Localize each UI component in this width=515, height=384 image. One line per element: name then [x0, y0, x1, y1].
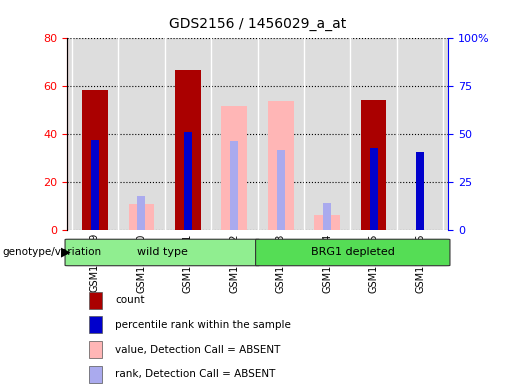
Text: percentile rank within the sample: percentile rank within the sample	[115, 320, 291, 330]
Text: GDS2156 / 1456029_a_at: GDS2156 / 1456029_a_at	[169, 17, 346, 31]
Bar	[416, 152, 424, 230]
Text: wild type: wild type	[137, 247, 187, 257]
Bar	[129, 204, 154, 230]
Bar	[230, 141, 238, 230]
Bar	[89, 316, 102, 333]
Bar	[175, 70, 200, 230]
Bar	[89, 291, 102, 309]
FancyBboxPatch shape	[65, 239, 260, 266]
Bar	[184, 132, 192, 230]
Bar	[137, 196, 146, 230]
FancyBboxPatch shape	[255, 239, 450, 266]
Bar	[361, 99, 386, 230]
Bar	[323, 203, 331, 230]
Bar	[82, 90, 108, 230]
Bar	[89, 341, 102, 358]
Text: value, Detection Call = ABSENT: value, Detection Call = ABSENT	[115, 344, 281, 354]
Text: genotype/variation: genotype/variation	[3, 247, 101, 257]
Bar	[89, 366, 102, 383]
Text: rank, Detection Call = ABSENT: rank, Detection Call = ABSENT	[115, 369, 276, 379]
Bar	[221, 106, 247, 230]
Bar	[369, 148, 378, 230]
Text: BRG1 depleted: BRG1 depleted	[311, 247, 394, 257]
Bar	[277, 150, 285, 230]
Bar	[268, 101, 294, 230]
Bar	[315, 215, 340, 230]
Text: count: count	[115, 295, 145, 305]
Bar	[91, 140, 99, 230]
Text: ▶: ▶	[61, 245, 71, 258]
